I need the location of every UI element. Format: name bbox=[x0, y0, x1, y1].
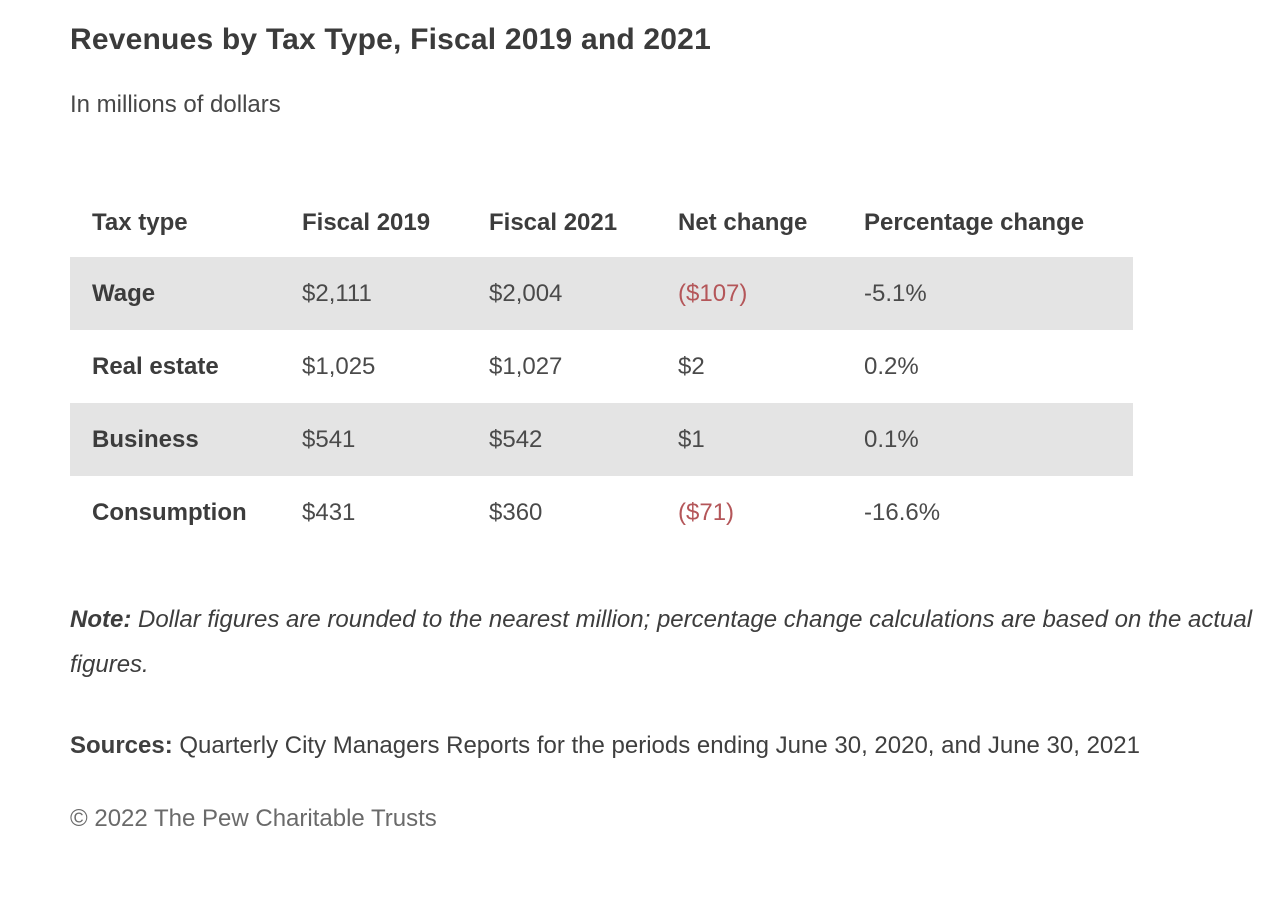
tax-type-cell: Real estate bbox=[92, 352, 219, 380]
percentage-change-cell: -5.1% bbox=[864, 279, 927, 307]
sources-label: Sources: bbox=[70, 732, 173, 759]
percentage-change-cell: 0.1% bbox=[864, 425, 919, 453]
fiscal-2019-cell: $541 bbox=[302, 425, 356, 453]
note-body: Dollar figures are rounded to the neares… bbox=[70, 606, 1253, 678]
table-row: Real estate $1,025 $1,027 $2 0.2% bbox=[70, 330, 1133, 403]
column-header-fiscal-2019: Fiscal 2019 bbox=[302, 209, 431, 236]
column-header-net-change: Net change bbox=[678, 209, 808, 236]
table-row: Business $541 $542 $1 0.1% bbox=[70, 403, 1133, 476]
percentage-change-cell: 0.2% bbox=[864, 352, 919, 380]
column-header-fiscal-2021: Fiscal 2021 bbox=[489, 209, 618, 236]
sources-body: Quarterly City Managers Reports for the … bbox=[179, 732, 1140, 759]
page-subtitle: In millions of dollars bbox=[70, 91, 281, 118]
note-text: Note: Dollar figures are rounded to the … bbox=[70, 597, 1255, 687]
copyright-text: © 2022 The Pew Charitable Trusts bbox=[70, 805, 437, 832]
sources-text: Sources: Quarterly City Managers Reports… bbox=[70, 723, 1255, 769]
fiscal-2021-cell: $360 bbox=[489, 498, 543, 526]
column-header-tax-type: Tax type bbox=[92, 209, 188, 236]
fiscal-2019-cell: $431 bbox=[302, 498, 356, 526]
net-change-cell: $2 bbox=[678, 352, 705, 380]
net-change-cell: ($71) bbox=[678, 498, 735, 526]
table-header: Tax type Fiscal 2019 Fiscal 2021 Net cha… bbox=[70, 189, 1133, 257]
net-change-cell: $1 bbox=[678, 425, 705, 453]
table-body: Wage $2,111 $2,004 ($107) -5.1% Real est… bbox=[70, 257, 1133, 549]
figure-container: Revenues by Tax Type, Fiscal 2019 and 20… bbox=[70, 23, 1255, 832]
fiscal-2021-cell: $1,027 bbox=[489, 352, 563, 380]
fiscal-2021-cell: $2,004 bbox=[489, 279, 563, 307]
net-change-cell: ($107) bbox=[678, 279, 748, 307]
revenue-table: Tax type Fiscal 2019 Fiscal 2021 Net cha… bbox=[70, 189, 1133, 549]
tax-type-cell: Consumption bbox=[92, 498, 247, 526]
fiscal-2019-cell: $2,111 bbox=[302, 279, 372, 307]
header-row: Tax type Fiscal 2019 Fiscal 2021 Net cha… bbox=[70, 189, 1133, 257]
percentage-change-cell: -16.6% bbox=[864, 498, 941, 526]
note-label: Note: bbox=[70, 606, 132, 633]
column-header-percentage-change: Percentage change bbox=[864, 209, 1085, 236]
table-row: Wage $2,111 $2,004 ($107) -5.1% bbox=[70, 257, 1133, 330]
tax-type-cell: Wage bbox=[92, 279, 156, 307]
tax-type-cell: Business bbox=[92, 425, 199, 453]
fiscal-2021-cell: $542 bbox=[489, 425, 543, 453]
fiscal-2019-cell: $1,025 bbox=[302, 352, 376, 380]
table-row: Consumption $431 $360 ($71) -16.6% bbox=[70, 476, 1133, 549]
page-title: Revenues by Tax Type, Fiscal 2019 and 20… bbox=[70, 23, 711, 56]
